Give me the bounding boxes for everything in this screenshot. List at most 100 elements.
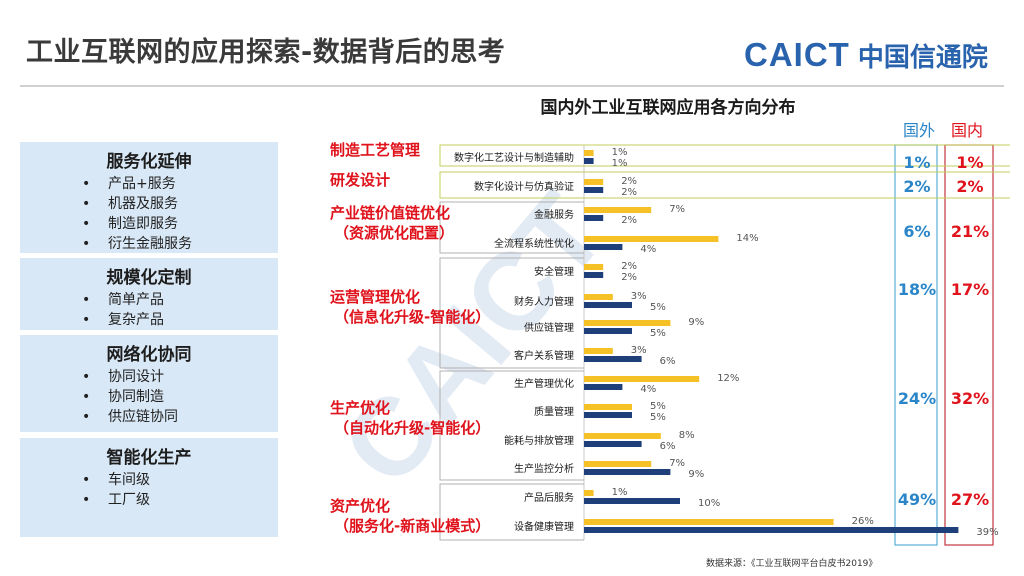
category-list-item: 机器及服务	[82, 194, 278, 214]
category-box: 网络化协同协同设计协同制造供应链协同	[20, 335, 278, 432]
category-title: 规模化定制	[106, 268, 192, 288]
foreign-data-label: 10%	[698, 498, 720, 509]
foreign-data-label: 6%	[660, 356, 676, 367]
item-label: 安全管理	[534, 265, 574, 278]
domestic-data-label: 1%	[612, 147, 628, 158]
domestic-data-label: 8%	[679, 430, 695, 441]
group-name-line: 运营管理优化	[330, 288, 420, 306]
category-list-item: 制造即服务	[82, 214, 278, 234]
foreign-data-label: 6%	[660, 441, 676, 452]
domestic-data-label: 7%	[669, 458, 685, 469]
foreign-total-column	[894, 144, 938, 546]
domestic-bar	[584, 320, 671, 326]
group-name-line: （资源优化配置）	[334, 224, 454, 242]
foreign-data-label: 1%	[612, 158, 628, 169]
foreign-data-label: 9%	[688, 469, 704, 480]
group-outline	[439, 257, 584, 369]
domestic-bar	[584, 348, 613, 354]
group-name: 运营管理优化 （信息化升级-智能化）	[330, 288, 490, 326]
group-name-line: 产业链价值链优化	[330, 204, 450, 222]
foreign-bar	[584, 527, 959, 533]
domestic-data-label: 1%	[612, 487, 628, 498]
foreign-total-value: 2%	[903, 177, 930, 196]
domestic-total-value: 21%	[951, 222, 989, 241]
foreign-data-label: 2%	[621, 187, 637, 198]
group-name-line: （自动化升级-智能化）	[334, 419, 490, 437]
caict-logo: CAICT 中国信通院	[744, 36, 988, 74]
category-list: 车间级工厂级	[20, 470, 278, 510]
data-source: 数据来源：《工业互联网平台白皮书2019》	[706, 559, 878, 569]
foreign-total-value: 49%	[898, 490, 936, 509]
foreign-data-label: 2%	[621, 215, 637, 226]
group-name-line: 研发设计	[330, 171, 390, 189]
category-list-item: 产品+服务	[82, 174, 278, 194]
category-list-item: 供应链协同	[82, 407, 278, 427]
foreign-bar	[584, 328, 632, 334]
domestic-bar	[584, 519, 834, 525]
item-label: 生产管理优化	[514, 377, 574, 390]
group-outline	[439, 144, 584, 167]
domestic-data-label: 3%	[631, 345, 647, 356]
category-list: 简单产品复杂产品	[20, 290, 278, 330]
domestic-bar	[584, 264, 604, 270]
foreign-bar	[584, 469, 671, 475]
domestic-data-label: 26%	[852, 516, 874, 527]
category-list-item: 协同制造	[82, 387, 278, 407]
item-label: 产品后服务	[524, 491, 574, 504]
foreign-bar	[584, 215, 604, 221]
header-divider	[20, 85, 1004, 87]
category-box: 服务化延伸产品+服务机器及服务制造即服务衍生金融服务	[20, 142, 278, 254]
legend-foreign: 国外	[903, 121, 935, 140]
domestic-data-label: 2%	[621, 261, 637, 272]
category-list: 协同设计协同制造供应链协同	[20, 367, 278, 427]
item-label: 财务人力管理	[514, 295, 574, 308]
domestic-data-label: 14%	[736, 233, 758, 244]
item-label: 供应链管理	[524, 321, 574, 334]
domestic-bar	[584, 461, 652, 467]
foreign-data-label: 5%	[650, 328, 666, 339]
foreign-bar	[584, 412, 632, 418]
domestic-bar	[584, 404, 632, 410]
group-name-line: （信息化升级-智能化）	[334, 308, 490, 326]
category-box: 规模化定制简单产品复杂产品	[20, 258, 278, 330]
foreign-bar	[584, 356, 642, 362]
group-name-line: 生产优化	[330, 399, 390, 417]
foreign-bar	[584, 441, 642, 447]
foreign-bar	[584, 187, 604, 193]
foreign-total-value: 1%	[903, 153, 930, 172]
domestic-data-label: 5%	[650, 401, 666, 412]
group-name-line: （服务化-新商业模式）	[334, 517, 490, 535]
foreign-data-label: 5%	[650, 302, 666, 313]
domestic-bar	[584, 150, 594, 156]
foreign-data-label: 39%	[976, 527, 998, 538]
group-name-line: 资产优化	[330, 497, 390, 515]
group-outline	[439, 370, 584, 481]
item-label: 设备健康管理	[514, 520, 574, 533]
group-name: 产业链价值链优化 （资源优化配置）	[330, 204, 454, 242]
foreign-data-label: 2%	[621, 272, 637, 283]
domestic-bar	[584, 294, 613, 300]
logo-cn-text: 中国信通院	[857, 42, 988, 73]
domestic-total-column	[944, 144, 994, 546]
domestic-bar	[584, 433, 661, 439]
item-label: 数字化工艺设计与制造辅助	[454, 151, 574, 164]
domestic-bar	[584, 490, 594, 496]
legend-domestic: 国内	[951, 121, 983, 140]
page-title: 工业互联网的应用探索-数据背后的思考	[26, 37, 506, 68]
foreign-data-label: 5%	[650, 412, 666, 423]
domestic-data-label: 9%	[688, 317, 704, 328]
domestic-data-label: 2%	[621, 176, 637, 187]
item-label: 客户关系管理	[514, 349, 574, 362]
category-title: 智能化生产	[106, 448, 192, 468]
domestic-bar	[584, 179, 604, 185]
category-list-item: 协同设计	[82, 367, 278, 387]
foreign-bar	[584, 158, 594, 164]
domestic-data-label: 7%	[669, 204, 685, 215]
foreign-bar	[584, 384, 623, 390]
item-label: 数字化设计与仿真验证	[474, 180, 574, 193]
group-name: 制造工艺管理	[330, 141, 420, 159]
domestic-total-value: 17%	[951, 280, 989, 299]
domestic-data-label: 12%	[717, 373, 739, 384]
group-name: 生产优化 （自动化升级-智能化）	[330, 399, 490, 437]
group-outline	[439, 483, 584, 541]
